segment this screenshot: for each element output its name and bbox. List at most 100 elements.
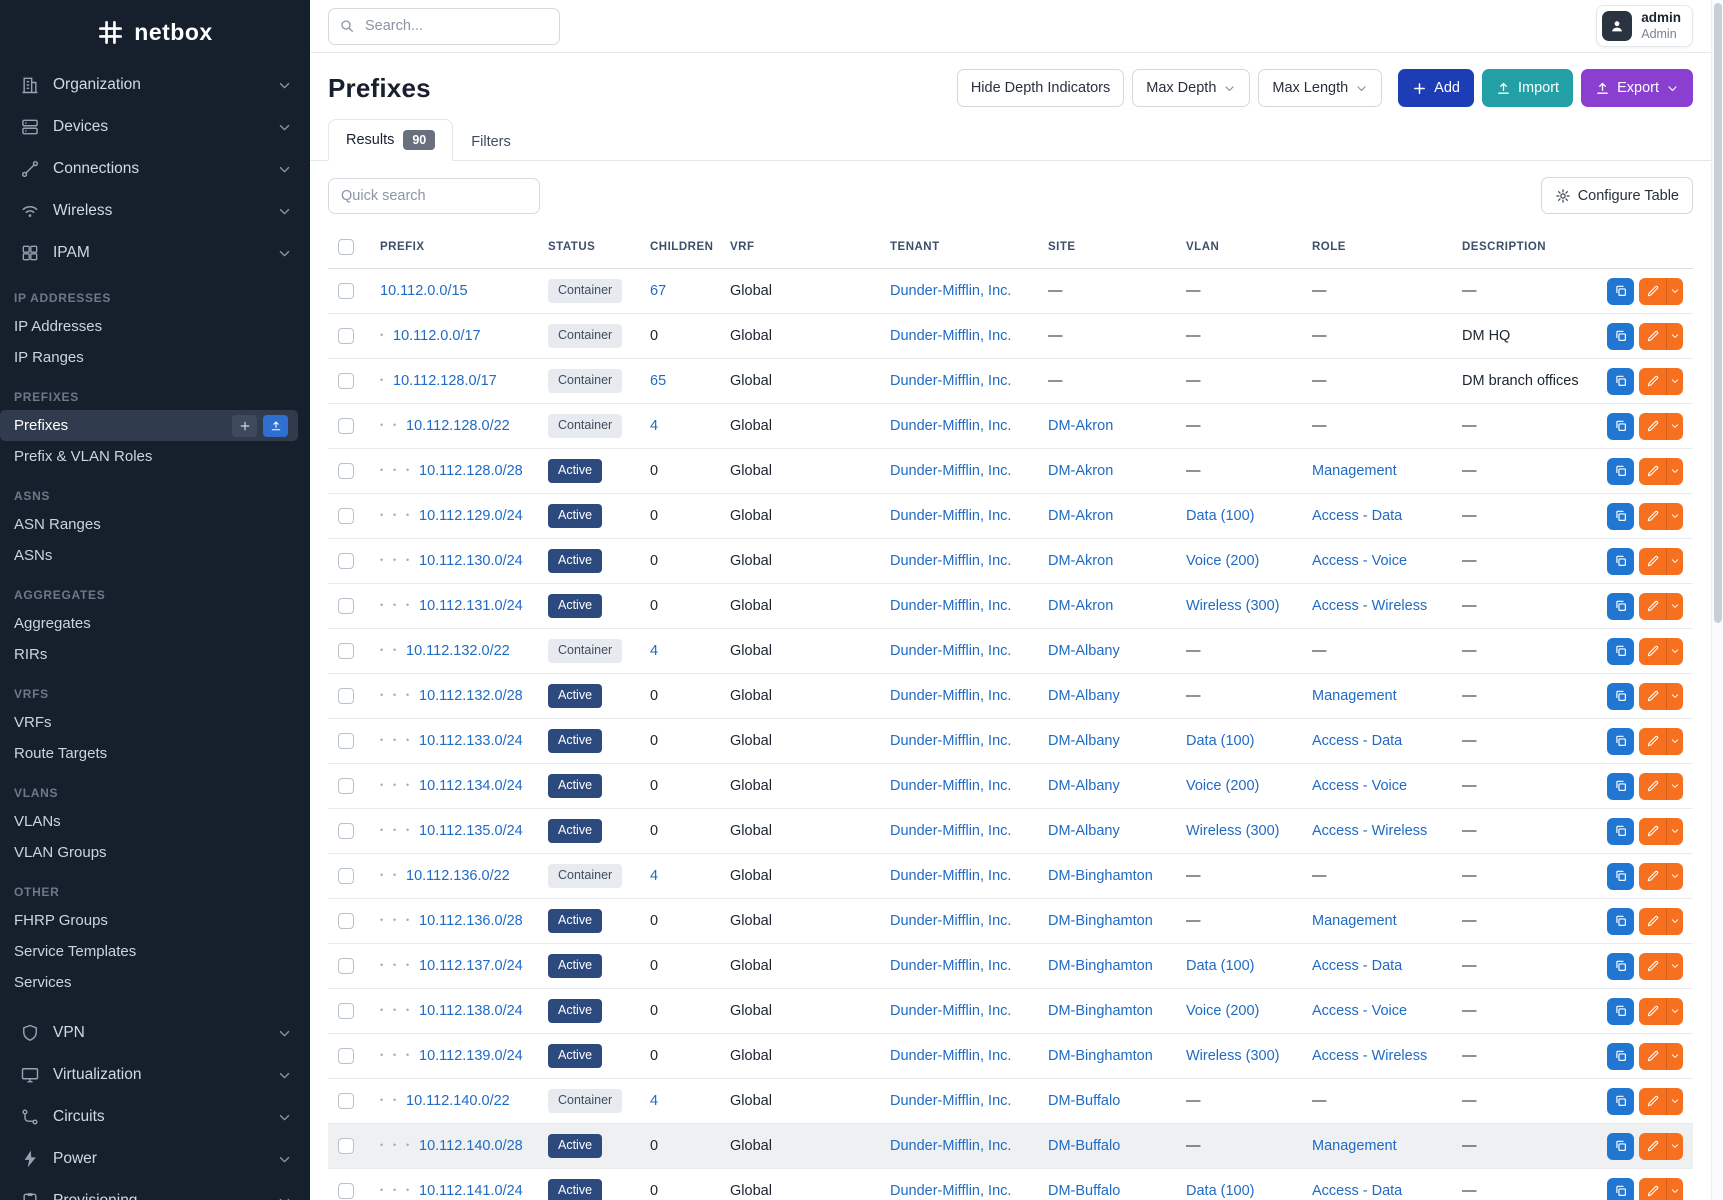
sidebar-item-fhrp-groups[interactable]: FHRP Groups (0, 905, 310, 936)
quick-search-input[interactable] (328, 177, 540, 214)
configure-table-button[interactable]: Configure Table (1540, 177, 1693, 214)
sidebar-item-ipam[interactable]: IPAM (0, 232, 310, 274)
role-link[interactable]: Access - Data (1312, 733, 1403, 749)
row-checkbox[interactable] (338, 283, 354, 300)
prefix-link[interactable]: 10.112.128.0/22 (406, 418, 510, 434)
prefix-link[interactable]: 10.112.0.0/15 (380, 283, 468, 299)
prefix-link[interactable]: 10.112.136.0/22 (406, 868, 510, 884)
site-link[interactable]: DM-Albany (1048, 778, 1120, 794)
copy-button[interactable] (1607, 637, 1634, 665)
copy-button[interactable] (1607, 547, 1634, 575)
sidebar-item-provisioning[interactable]: Provisioning (0, 1180, 310, 1200)
sidebar-item-virtualization[interactable]: Virtualization (0, 1054, 310, 1096)
row-checkbox[interactable] (338, 1093, 354, 1110)
sidebar-item-asn-ranges[interactable]: ASN Ranges (0, 509, 310, 540)
prefix-link[interactable]: 10.112.0.0/17 (393, 328, 481, 344)
edit-button[interactable] (1639, 997, 1666, 1025)
sidebar-item-organization[interactable]: Organization (0, 64, 310, 106)
copy-button[interactable] (1607, 772, 1634, 800)
copy-button[interactable] (1607, 502, 1634, 530)
tenant-link[interactable]: Dunder-Mifflin, Inc. (890, 823, 1012, 839)
column-header-children[interactable]: CHILDREN (640, 226, 720, 269)
edit-dropdown-button[interactable] (1666, 277, 1683, 305)
select-all-checkbox[interactable] (338, 239, 354, 255)
sidebar-item-vlans[interactable]: VLANs (0, 806, 310, 837)
children-link[interactable]: 4 (650, 1093, 659, 1109)
tenant-link[interactable]: Dunder-Mifflin, Inc. (890, 1138, 1012, 1154)
tenant-link[interactable]: Dunder-Mifflin, Inc. (890, 508, 1012, 524)
site-link[interactable]: DM-Albany (1048, 823, 1120, 839)
copy-button[interactable] (1607, 997, 1634, 1025)
role-link[interactable]: Management (1312, 1138, 1397, 1154)
column-header-role[interactable]: ROLE (1302, 226, 1452, 269)
site-link[interactable]: DM-Binghamton (1048, 1003, 1153, 1019)
edit-dropdown-button[interactable] (1666, 637, 1683, 665)
role-link[interactable]: Access - Voice (1312, 778, 1408, 794)
site-link[interactable]: DM-Akron (1048, 508, 1114, 524)
prefix-link[interactable]: 10.112.129.0/24 (419, 508, 523, 524)
site-link[interactable]: DM-Akron (1048, 463, 1114, 479)
role-link[interactable]: Access - Voice (1312, 553, 1408, 569)
edit-button[interactable] (1639, 1087, 1666, 1115)
sidebar-item-vpn[interactable]: VPN (0, 1012, 310, 1054)
role-link[interactable]: Management (1312, 463, 1397, 479)
tenant-link[interactable]: Dunder-Mifflin, Inc. (890, 778, 1012, 794)
copy-button[interactable] (1607, 412, 1634, 440)
prefix-link[interactable]: 10.112.128.0/17 (393, 373, 497, 389)
edit-button[interactable] (1639, 907, 1666, 935)
site-link[interactable]: DM-Akron (1048, 598, 1114, 614)
global-search-input[interactable] (328, 7, 560, 45)
vlan-link[interactable]: Data (100) (1186, 1183, 1255, 1199)
site-link[interactable]: DM-Binghamton (1048, 913, 1153, 929)
max-depth-dropdown[interactable]: Max Depth (1132, 69, 1251, 107)
edit-dropdown-button[interactable] (1666, 862, 1683, 890)
tenant-link[interactable]: Dunder-Mifflin, Inc. (890, 958, 1012, 974)
prefix-link[interactable]: 10.112.134.0/24 (419, 778, 523, 794)
edit-button[interactable] (1639, 727, 1666, 755)
add-button[interactable]: Add (1398, 69, 1474, 107)
sidebar-item-devices[interactable]: Devices (0, 106, 310, 148)
site-link[interactable]: DM-Akron (1048, 553, 1114, 569)
copy-button[interactable] (1607, 1132, 1634, 1160)
tenant-link[interactable]: Dunder-Mifflin, Inc. (890, 373, 1012, 389)
copy-button[interactable] (1607, 322, 1634, 350)
row-checkbox[interactable] (338, 463, 354, 480)
vlan-link[interactable]: Wireless (300) (1186, 598, 1280, 614)
row-checkbox[interactable] (338, 553, 354, 570)
sidebar-item-power[interactable]: Power (0, 1138, 310, 1180)
edit-dropdown-button[interactable] (1666, 952, 1683, 980)
max-length-dropdown[interactable]: Max Length (1258, 69, 1383, 107)
edit-dropdown-button[interactable] (1666, 322, 1683, 350)
edit-dropdown-button[interactable] (1666, 457, 1683, 485)
vertical-scrollbar[interactable] (1711, 0, 1723, 1200)
edit-button[interactable] (1639, 457, 1666, 485)
row-checkbox[interactable] (338, 418, 354, 435)
copy-button[interactable] (1607, 367, 1634, 395)
tenant-link[interactable]: Dunder-Mifflin, Inc. (890, 913, 1012, 929)
vlan-link[interactable]: Voice (200) (1186, 1003, 1260, 1019)
column-header-prefix[interactable]: PREFIX (370, 226, 538, 269)
sidebar-item-ip-addresses[interactable]: IP Addresses (0, 311, 310, 342)
sidebar-item-vrfs[interactable]: VRFs (0, 707, 310, 738)
children-link[interactable]: 65 (650, 373, 667, 389)
edit-dropdown-button[interactable] (1666, 1132, 1683, 1160)
copy-button[interactable] (1607, 682, 1634, 710)
site-link[interactable]: DM-Binghamton (1048, 958, 1153, 974)
edit-button[interactable] (1639, 637, 1666, 665)
edit-dropdown-button[interactable] (1666, 727, 1683, 755)
vlan-link[interactable]: Voice (200) (1186, 778, 1260, 794)
prefix-link[interactable]: 10.112.141.0/24 (419, 1183, 523, 1199)
copy-button[interactable] (1607, 277, 1634, 305)
sidebar-item-wireless[interactable]: Wireless (0, 190, 310, 232)
tenant-link[interactable]: Dunder-Mifflin, Inc. (890, 688, 1012, 704)
column-header-vrf[interactable]: VRF (720, 226, 880, 269)
edit-dropdown-button[interactable] (1666, 817, 1683, 845)
prefix-link[interactable]: 10.112.140.0/22 (406, 1093, 510, 1109)
edit-dropdown-button[interactable] (1666, 592, 1683, 620)
edit-button[interactable] (1639, 502, 1666, 530)
edit-dropdown-button[interactable] (1666, 772, 1683, 800)
prefix-link[interactable]: 10.112.130.0/24 (419, 553, 523, 569)
edit-dropdown-button[interactable] (1666, 907, 1683, 935)
edit-button[interactable] (1639, 862, 1666, 890)
row-checkbox[interactable] (338, 1048, 354, 1065)
